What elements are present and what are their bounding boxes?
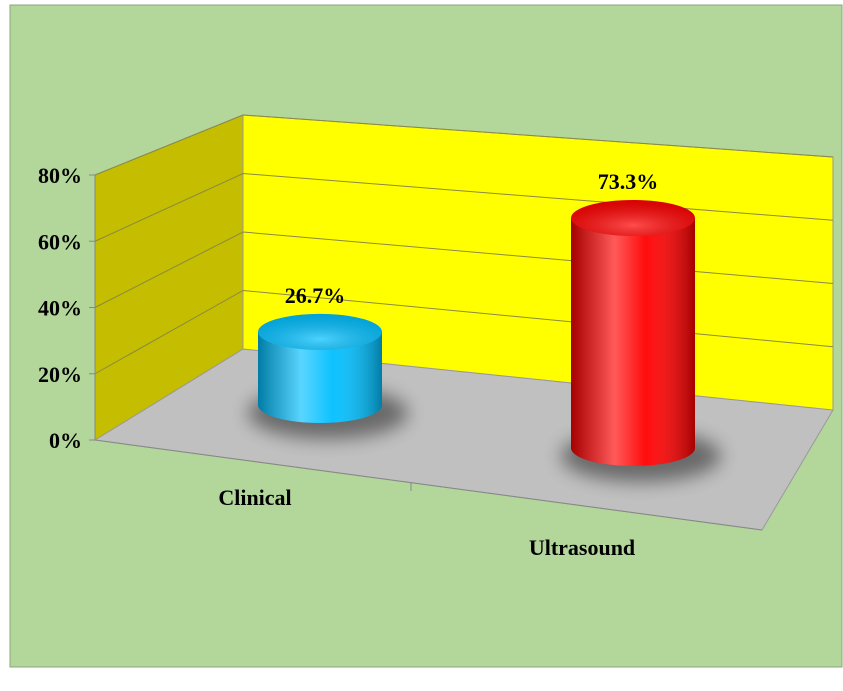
y-tick-label: 40% [38, 296, 82, 321]
bar-shading [258, 331, 382, 423]
y-tick-label: 0% [49, 428, 82, 453]
x-axis [94, 439, 763, 531]
value-label: 26.7% [285, 283, 346, 308]
bar-top-shading [258, 313, 382, 350]
value-label: 73.3% [598, 169, 659, 194]
grid-line [94, 114, 834, 176]
bar-shading [571, 218, 695, 466]
x-tick-label: Clinical [218, 485, 291, 510]
y-tick-label: 80% [38, 163, 82, 188]
y-tick-label: 60% [38, 229, 82, 254]
bar-top-shading [571, 200, 695, 237]
y-tick-label: 20% [38, 362, 82, 387]
x-tick-label: Ultrasound [529, 535, 635, 560]
